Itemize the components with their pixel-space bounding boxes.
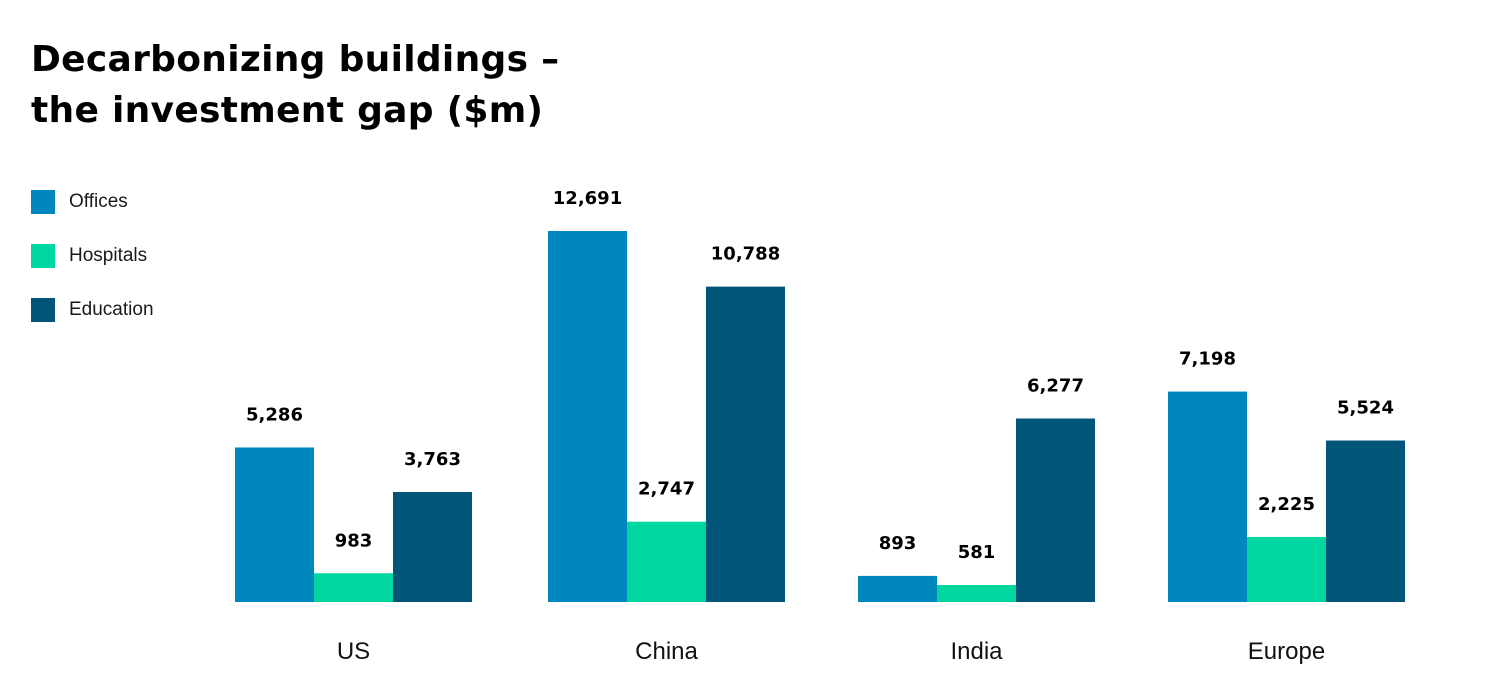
chart-title-line-2: the investment gap ($m) [31, 90, 544, 131]
bar-europe-education [1326, 440, 1405, 602]
value-label-us-hospitals: 983 [335, 530, 373, 551]
value-label-china-education: 10,788 [711, 244, 780, 265]
value-label-china-hospitals: 2,747 [638, 479, 695, 500]
bar-china-offices [548, 231, 627, 602]
bar-us-hospitals [314, 573, 393, 602]
legend-label-education: Education [69, 299, 154, 320]
value-label-china-offices: 12,691 [553, 188, 622, 209]
legend-swatch-education [31, 298, 55, 322]
value-label-europe-hospitals: 2,225 [1258, 494, 1315, 515]
bar-india-hospitals [937, 585, 1016, 602]
chart-title: Decarbonizing buildings – the investment… [31, 34, 559, 136]
value-label-europe-offices: 7,198 [1179, 349, 1236, 370]
legend-swatch-hospitals [31, 244, 55, 268]
legend-label-hospitals: Hospitals [69, 245, 148, 266]
bar-europe-offices [1168, 391, 1247, 602]
bar-china-hospitals [627, 521, 706, 602]
category-label-india: India [950, 638, 1003, 665]
bar-us-education [393, 491, 472, 602]
bar-us-offices [235, 447, 314, 602]
bar-india-education [1016, 418, 1095, 602]
category-label-china: China [635, 638, 698, 665]
value-label-us-offices: 5,286 [246, 404, 303, 425]
bar-europe-hospitals [1247, 536, 1326, 602]
value-label-europe-education: 5,524 [1337, 398, 1394, 419]
category-label-us: US [337, 638, 370, 665]
value-label-india-offices: 893 [879, 533, 917, 554]
bar-india-offices [858, 575, 937, 602]
bar-china-education [706, 286, 785, 602]
category-label-europe: Europe [1248, 638, 1325, 665]
legend-label-offices: Offices [69, 191, 128, 212]
chart-title-line-1: Decarbonizing buildings – [31, 39, 560, 80]
value-label-us-education: 3,763 [404, 449, 461, 470]
value-label-india-education: 6,277 [1027, 376, 1084, 397]
legend-swatch-offices [31, 190, 55, 214]
value-label-india-hospitals: 581 [958, 542, 996, 563]
